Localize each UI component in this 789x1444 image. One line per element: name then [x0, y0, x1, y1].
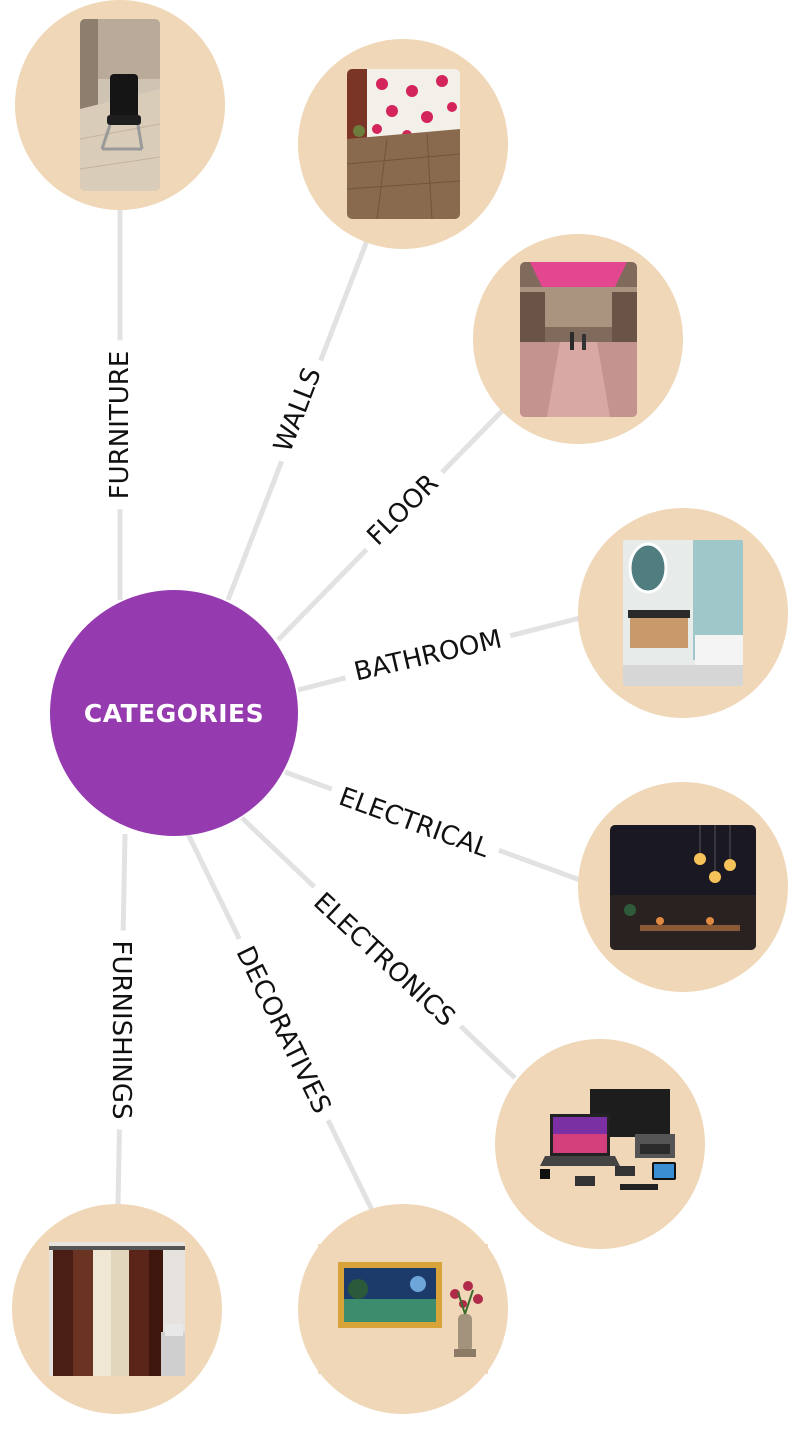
hub-label: CATEGORIES — [83, 698, 265, 728]
node-decoratives[interactable] — [298, 1204, 508, 1414]
node-furniture[interactable] — [15, 0, 225, 210]
furniture-thumbnail — [80, 19, 160, 191]
floor-thumbnail — [519, 261, 637, 417]
node-floor[interactable] — [473, 234, 683, 444]
furnishings-thumbnail — [49, 1242, 185, 1376]
decoratives-thumbnail — [318, 1244, 488, 1374]
node-electrical[interactable] — [578, 782, 788, 992]
label-furniture[interactable]: FURNITURE — [105, 340, 135, 510]
electrical-thumbnail — [610, 824, 756, 950]
bathroom-thumbnail — [623, 540, 743, 686]
node-walls[interactable] — [298, 39, 508, 249]
categories-hub[interactable]: CATEGORIES — [50, 590, 298, 836]
label-furnishings[interactable]: FURNISHINGS — [106, 930, 136, 1130]
node-furnishings[interactable] — [12, 1204, 222, 1414]
electronics-thumbnail — [520, 1084, 680, 1204]
walls-thumbnail — [346, 69, 460, 219]
node-electronics[interactable] — [495, 1039, 705, 1249]
node-bathroom[interactable] — [578, 508, 788, 718]
